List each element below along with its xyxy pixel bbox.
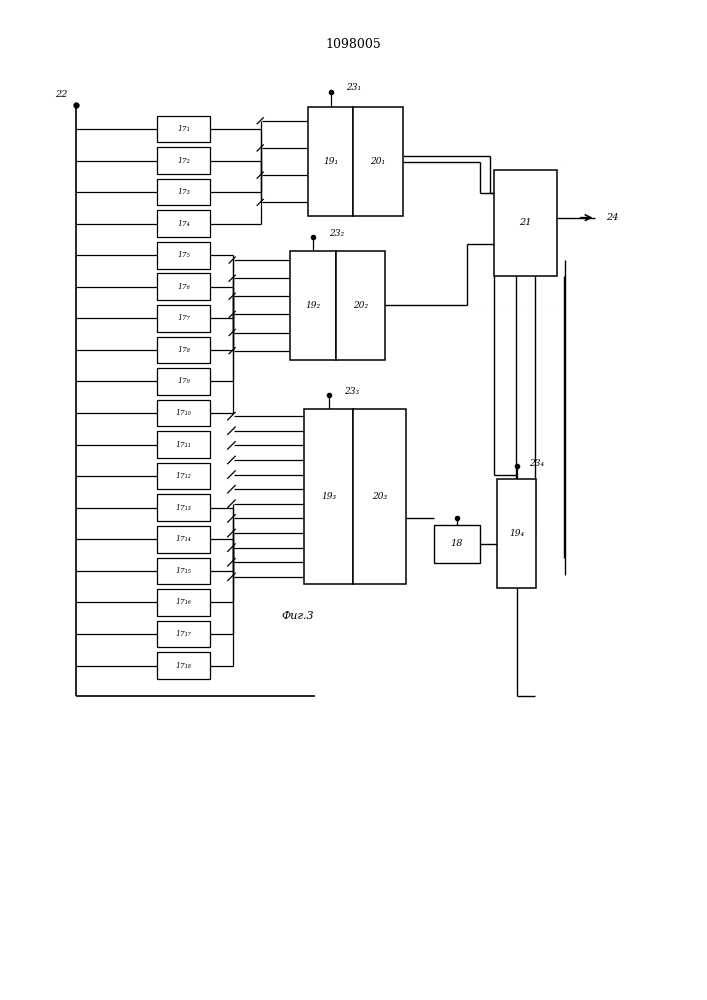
Text: 24: 24: [606, 213, 619, 222]
Text: 17₇: 17₇: [177, 314, 189, 322]
Bar: [157, 621, 210, 647]
Text: 17₁₂: 17₁₂: [175, 472, 192, 480]
Bar: [354, 409, 406, 584]
Text: Фиг.3: Фиг.3: [281, 611, 314, 621]
Text: 21: 21: [519, 218, 532, 227]
Bar: [291, 251, 336, 360]
Bar: [493, 170, 557, 276]
Text: 18: 18: [451, 539, 463, 548]
Text: 19₃: 19₃: [322, 492, 337, 501]
Bar: [157, 589, 210, 616]
Text: 23₄: 23₄: [530, 459, 544, 468]
Bar: [157, 116, 210, 142]
Text: 19₂: 19₂: [305, 301, 321, 310]
Bar: [336, 251, 385, 360]
Bar: [157, 558, 210, 584]
Text: 17₁₅: 17₁₅: [175, 567, 192, 575]
Text: 20₃: 20₃: [373, 492, 387, 501]
Bar: [157, 179, 210, 205]
Text: 17₁₄: 17₁₄: [175, 535, 192, 543]
Bar: [434, 525, 480, 563]
Bar: [157, 368, 210, 395]
Text: 23₁: 23₁: [346, 83, 361, 92]
Bar: [497, 479, 536, 588]
Bar: [157, 147, 210, 174]
Text: 17₄: 17₄: [177, 220, 189, 228]
Text: 17₁₈: 17₁₈: [175, 662, 192, 670]
Text: 17₃: 17₃: [177, 188, 189, 196]
Text: 17₁₀: 17₁₀: [175, 409, 192, 417]
Text: 23₂: 23₂: [329, 229, 344, 238]
Text: 19₄: 19₄: [509, 529, 524, 538]
Text: 17₁₁: 17₁₁: [175, 441, 192, 449]
Bar: [305, 409, 354, 584]
Text: 22: 22: [56, 90, 68, 99]
Text: 17₁: 17₁: [177, 125, 189, 133]
Text: 17₁₆: 17₁₆: [175, 598, 192, 606]
Bar: [157, 400, 210, 426]
Text: 17₅: 17₅: [177, 251, 189, 259]
Text: 17₂: 17₂: [177, 157, 189, 165]
Bar: [157, 273, 210, 300]
Text: 19₁: 19₁: [323, 157, 338, 166]
Text: 23₃: 23₃: [344, 387, 359, 396]
Bar: [157, 210, 210, 237]
Text: 20₁: 20₁: [370, 157, 385, 166]
Bar: [157, 337, 210, 363]
Bar: [354, 107, 402, 216]
Text: 17₉: 17₉: [177, 377, 189, 385]
Bar: [157, 526, 210, 553]
Text: 17₈: 17₈: [177, 346, 189, 354]
Bar: [157, 431, 210, 458]
Bar: [308, 107, 354, 216]
Bar: [157, 242, 210, 269]
Text: 1098005: 1098005: [326, 38, 381, 51]
Bar: [157, 652, 210, 679]
Text: 17₁₇: 17₁₇: [175, 630, 192, 638]
Bar: [157, 494, 210, 521]
Bar: [157, 305, 210, 332]
Bar: [157, 463, 210, 489]
Text: 20₂: 20₂: [353, 301, 368, 310]
Text: 17₁₃: 17₁₃: [175, 504, 192, 512]
Text: 17₆: 17₆: [177, 283, 189, 291]
